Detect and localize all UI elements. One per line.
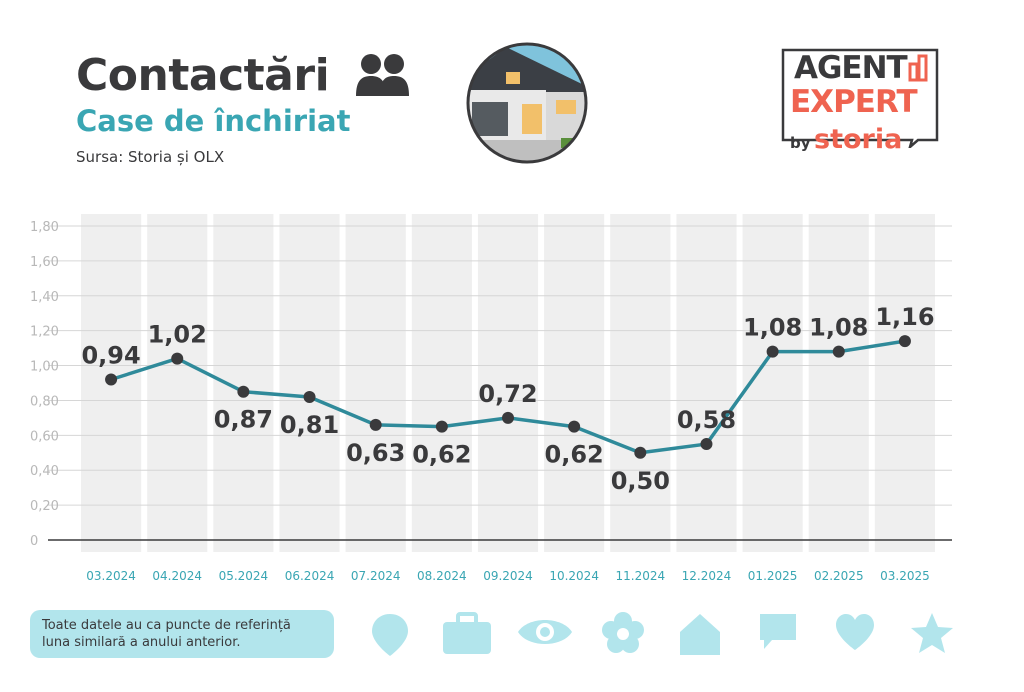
x-tick-label: 12.2024 [682,569,732,583]
data-label: 0,62 [545,441,604,469]
page-title: Contactări [76,50,330,101]
data-label: 0,63 [346,439,405,467]
data-point [369,418,382,431]
y-tick-label: 0,60 [30,429,59,444]
column-band [477,214,539,552]
data-point [898,335,911,348]
x-tick-label: 01.2025 [748,569,798,583]
line-chart: 0 0,20 0,40 0,60 0,80 1,00 1,20 1,40 1,60 1,80 03.… [30,214,952,583]
note-line-2: luna similară a anului anterior. [42,635,241,650]
data-point [435,420,448,433]
heart-icon [836,614,874,650]
x-tick-label: 05.2024 [219,569,269,583]
logo-storia-text: storia [814,124,903,155]
data-point [766,345,779,358]
x-tick-label: 02.2025 [814,569,864,583]
data-label: 0,62 [412,441,471,469]
decorative-icon-row [0,612,1024,662]
y-tick-label: 0 [30,534,38,549]
column-band [610,214,671,552]
x-tick-label: 09.2024 [483,569,533,583]
y-tick-label: 0,20 [30,499,59,514]
pin-icon [372,614,408,656]
data-label: 0,87 [214,406,273,434]
y-tick-label: 1,20 [30,325,59,340]
column-band [147,214,208,552]
column-band [544,214,605,552]
x-tick-label: 10.2024 [549,569,599,583]
data-point [568,420,581,433]
y-tick-label: 1,80 [30,220,59,235]
flower-icon [602,612,644,653]
x-tick-label: 03.2024 [86,569,136,583]
data-point [105,373,118,386]
data-label: 1,08 [809,314,868,342]
data-label: 0,58 [677,406,736,434]
column-band [742,214,803,552]
home-icon [680,614,720,655]
y-tick-label: 1,00 [30,360,59,375]
column-band [411,214,472,552]
data-point [303,390,316,403]
page-subtitle: Case de închiriat [76,104,351,138]
note-line-1: Toate datele au ca puncte de referință [42,618,291,633]
y-tick-label: 0,80 [30,394,59,409]
x-tick-label: 04.2024 [152,569,202,583]
data-point [700,438,713,451]
star-icon [911,613,953,653]
data-label: 0,81 [280,411,339,439]
y-tick-label: 1,60 [30,255,59,270]
column-band [345,214,406,552]
people-icon [356,52,410,102]
data-label: 0,50 [611,467,670,495]
y-tick-label: 0,40 [30,464,59,479]
column-band [808,214,869,552]
x-tick-label: 11.2024 [615,569,665,583]
column-band [874,214,935,552]
data-label: 0,72 [478,380,537,408]
logo-agent-text: AGENT [794,50,908,86]
source-text: Sursa: Storia și OLX [76,148,225,166]
data-point [634,446,647,459]
x-tick-label: 07.2024 [351,569,401,583]
data-point [502,411,514,424]
data-label: 1,16 [875,303,934,331]
data-point [171,352,184,365]
x-tick-label: 03.2025 [880,569,930,583]
eye-icon [518,620,572,644]
data-point [832,345,845,358]
data-label: 1,02 [148,321,207,349]
reference-note: Toate datele au ca puncte de referință l… [30,610,334,658]
column-band [279,214,340,552]
house-photo [466,42,588,168]
data-label: 1,08 [743,314,802,342]
briefcase-icon [443,612,491,654]
chat-icon [760,614,796,649]
data-label: 0,94 [81,342,140,370]
column-band [676,214,737,552]
logo-by-text: by [790,134,811,152]
logo-expert-text: EXPERT [790,84,918,120]
x-tick-label: 08.2024 [417,569,467,583]
y-tick-label: 1,40 [30,290,59,305]
x-tick-label: 06.2024 [285,569,335,583]
data-point [237,385,250,398]
